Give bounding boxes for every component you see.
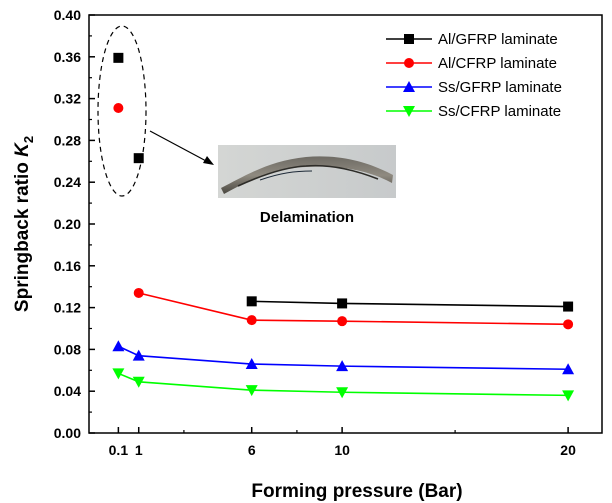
x-tick-label: 0.1 <box>109 442 129 458</box>
y-tick-label: 0.04 <box>54 383 81 399</box>
x-axis-title: Forming pressure (Bar) <box>251 481 462 502</box>
data-point <box>112 368 125 380</box>
legend-marker <box>404 34 414 44</box>
y-tick-label: 0.32 <box>54 91 81 107</box>
data-point <box>132 349 145 361</box>
x-tick-label: 10 <box>334 442 350 458</box>
y-tick-label: 0.24 <box>54 174 81 190</box>
y-tick-label: 0.00 <box>54 425 81 441</box>
data-point <box>246 296 257 307</box>
highlight-ellipse <box>97 25 147 197</box>
y-axis-title-var: K <box>12 142 33 157</box>
y-axis-title-main: Springback ratio <box>12 157 33 312</box>
legend: Al/GFRP laminate Al/CFRP laminate Ss/GFRP … <box>386 31 562 120</box>
legend-label: Ss/GFRP laminate <box>438 79 562 96</box>
data-point <box>336 360 349 372</box>
data-point <box>246 315 257 326</box>
data-point <box>336 387 349 399</box>
x-tick-label: 6 <box>248 442 256 458</box>
y-tick-label: 0.08 <box>54 341 81 357</box>
y-tick-label: 0.16 <box>54 258 81 274</box>
legend-label: Al/GFRP laminate <box>438 31 558 48</box>
data-point <box>563 301 574 312</box>
legend-marker <box>403 106 415 117</box>
y-axis-title-sub: 2 <box>21 136 36 143</box>
callout-arrow <box>149 130 209 163</box>
legend-label: Al/CFRP laminate <box>438 55 557 72</box>
y-tick-label: 0.20 <box>54 216 81 232</box>
data-point <box>337 316 348 327</box>
data-point <box>132 376 145 388</box>
data-point <box>563 319 574 330</box>
data-point <box>112 340 125 352</box>
legend-marker <box>403 81 415 92</box>
data-point <box>562 390 575 402</box>
y-tick-label: 0.28 <box>54 132 81 148</box>
series-line <box>251 300 569 308</box>
y-axis-title: Springback ratio K2 <box>12 136 36 312</box>
axes-group: 0.000.040.080.120.160.200.240.280.320.36… <box>54 7 576 458</box>
legend-marker <box>404 58 414 68</box>
data-point <box>337 298 348 309</box>
series-line <box>138 292 569 326</box>
y-tick-label: 0.12 <box>54 300 81 316</box>
x-tick-label: 20 <box>560 442 576 458</box>
data-point <box>245 385 258 397</box>
outlier-point <box>113 103 124 114</box>
y-tick-label: 0.36 <box>54 49 81 65</box>
callout-arrowhead <box>203 156 214 165</box>
delamination-label: Delamination <box>260 209 354 226</box>
data-point <box>133 287 144 298</box>
specimen-photo <box>218 145 396 198</box>
series-layer <box>112 52 575 402</box>
outlier-point <box>113 52 124 63</box>
data-point <box>562 363 575 375</box>
data-point <box>245 358 258 370</box>
outlier-point <box>133 153 144 164</box>
delamination-annotation: Delamination <box>97 25 396 226</box>
y-tick-label: 0.40 <box>54 7 81 23</box>
legend-label: Ss/CFRP laminate <box>438 103 561 120</box>
x-tick-label: 1 <box>135 442 143 458</box>
